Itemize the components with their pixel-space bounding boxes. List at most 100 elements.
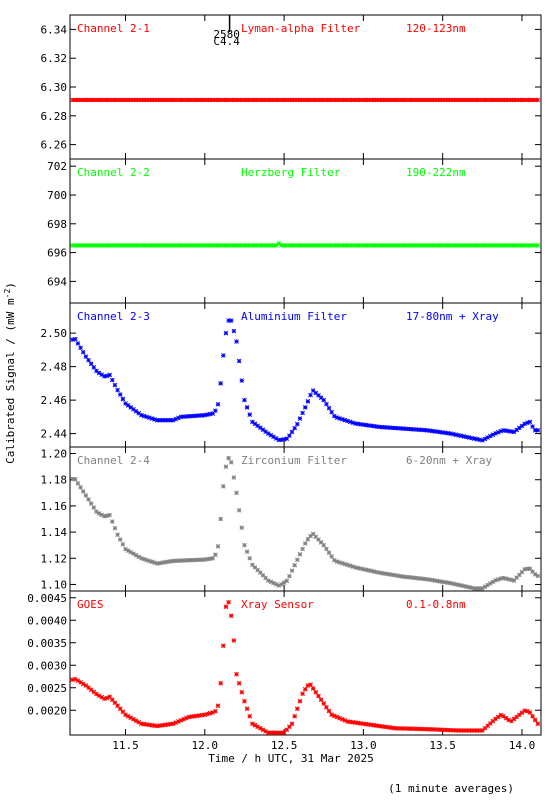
data-point	[255, 423, 260, 429]
data-point	[419, 243, 424, 248]
data-point	[308, 682, 313, 688]
data-point	[186, 714, 192, 720]
data-point	[279, 582, 284, 587]
data-point	[329, 243, 334, 248]
data-point	[210, 243, 216, 248]
data-point	[281, 580, 287, 585]
data-point	[329, 97, 334, 103]
data-point	[139, 97, 144, 103]
data-point	[78, 243, 83, 248]
data-point	[321, 97, 327, 103]
y-axis-label: Calibrated Signal / (mW m-2)	[3, 282, 17, 464]
data-point	[273, 97, 279, 103]
data-point	[318, 243, 324, 248]
data-point	[120, 97, 126, 103]
data-point	[366, 423, 371, 428]
data-point	[139, 555, 144, 561]
data-point	[503, 576, 509, 581]
data-point	[88, 97, 94, 103]
data-point	[395, 425, 401, 431]
data-point	[141, 721, 147, 727]
data-point	[477, 97, 482, 103]
data-point	[226, 243, 231, 248]
data-point	[268, 579, 274, 585]
data-point	[88, 501, 94, 506]
data-point	[535, 243, 541, 248]
data-point	[250, 243, 255, 248]
data-point	[125, 548, 131, 553]
data-point	[461, 434, 467, 439]
data-point	[223, 97, 229, 103]
data-point	[300, 97, 305, 103]
data-point	[326, 405, 332, 411]
data-point	[472, 436, 477, 441]
data-point	[464, 728, 469, 733]
data-point	[310, 388, 316, 393]
data-point	[392, 243, 398, 248]
data-point	[532, 427, 538, 433]
data-point	[445, 243, 451, 248]
data-point	[281, 730, 287, 736]
data-point	[379, 724, 385, 729]
data-point	[339, 416, 345, 422]
data-point	[141, 243, 147, 248]
data-point	[257, 243, 263, 248]
data-point	[527, 566, 533, 572]
data-point	[371, 97, 377, 103]
data-point	[440, 727, 445, 733]
data-point	[297, 416, 303, 421]
data-point	[358, 721, 364, 726]
data-point	[477, 728, 482, 733]
data-point	[162, 722, 168, 728]
data-point	[107, 97, 112, 103]
data-point	[379, 97, 385, 103]
data-point	[308, 97, 313, 103]
band-label: 190-222nm	[406, 166, 466, 179]
data-point	[403, 243, 408, 248]
data-point	[279, 97, 284, 103]
panel-frame	[69, 302, 542, 448]
y-tick-label: 1.18	[41, 474, 68, 487]
filter-label: Xray Sensor	[241, 598, 314, 611]
data-point	[289, 721, 295, 727]
data-point	[361, 721, 366, 727]
data-point	[416, 97, 422, 103]
data-point	[117, 97, 123, 103]
data-point	[429, 727, 435, 732]
data-point	[223, 464, 229, 469]
data-point	[213, 408, 218, 414]
annotation-line-1: 2580	[213, 28, 240, 41]
data-point	[297, 97, 303, 103]
data-point	[326, 97, 332, 103]
data-point	[152, 243, 157, 248]
data-point	[374, 569, 379, 575]
data-point	[395, 97, 401, 103]
data-point	[199, 557, 205, 563]
data-point	[382, 571, 387, 576]
channel-label: Channel 2-3	[77, 310, 150, 323]
data-point	[530, 97, 535, 103]
data-point	[456, 243, 461, 248]
data-point	[530, 569, 535, 574]
data-point	[231, 97, 237, 103]
data-point	[213, 552, 218, 557]
data-point	[400, 726, 406, 731]
data-point	[435, 243, 440, 248]
footnote: (1 minute averages)	[388, 782, 514, 795]
data-point	[302, 243, 308, 248]
data-point	[70, 337, 75, 342]
data-point	[102, 513, 107, 519]
data-point	[252, 722, 258, 728]
data-point	[511, 716, 517, 722]
data-point	[384, 724, 390, 730]
data-point	[384, 425, 390, 430]
data-point	[128, 715, 134, 721]
data-point	[411, 97, 416, 103]
data-point	[316, 537, 321, 542]
data-point	[480, 437, 485, 443]
data-point	[165, 722, 171, 727]
data-point	[535, 573, 541, 579]
data-point	[91, 689, 97, 695]
data-point	[231, 475, 237, 480]
data-point	[363, 567, 369, 573]
